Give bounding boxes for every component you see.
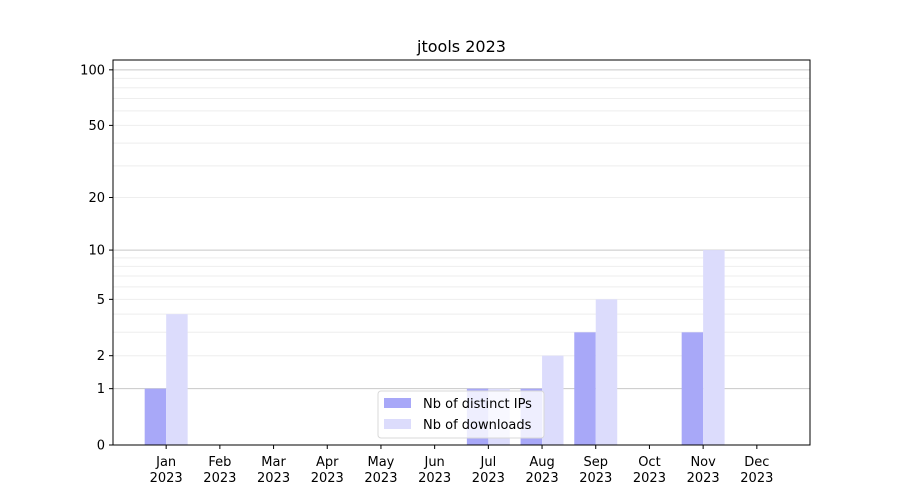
- y-tick-label: 20: [88, 191, 105, 206]
- y-tick-label: 1: [97, 382, 105, 397]
- legend-label: Nb of distinct IPs: [423, 397, 532, 412]
- x-tick-label: Nov: [690, 455, 716, 470]
- legend-swatch: [384, 398, 411, 408]
- bar-downloads: [542, 355, 564, 445]
- x-tick-label: Oct: [638, 455, 660, 470]
- x-tick-label: 2023: [257, 471, 290, 486]
- legend-box: [377, 390, 545, 439]
- x-tick-label: Jun: [423, 455, 444, 470]
- x-tick-label: 2023: [472, 471, 505, 486]
- y-tick-label: 0: [97, 439, 105, 454]
- bar-downloads: [703, 250, 725, 445]
- bar-distinct-ips: [681, 332, 704, 445]
- legend-swatch: [384, 419, 411, 429]
- plot-frame: [112, 59, 811, 446]
- bar-downloads: [595, 299, 618, 445]
- x-tick-label: Feb: [208, 455, 231, 470]
- x-tick-label: 2023: [579, 471, 612, 486]
- bar-downloads: [166, 314, 188, 445]
- x-tick-label: 2023: [150, 471, 183, 486]
- x-tick-label: Jul: [480, 455, 497, 470]
- x-tick-label: Sep: [583, 455, 608, 470]
- y-tick-label: 5: [97, 293, 105, 308]
- bar-distinct-ips: [574, 332, 596, 445]
- chart-title: jtools 2023: [416, 37, 506, 56]
- y-tick-label: 50: [88, 119, 105, 134]
- bar-distinct-ips: [144, 388, 167, 445]
- y-tick-label: 2: [97, 349, 105, 364]
- x-tick-label: Apr: [316, 455, 339, 470]
- x-tick-label: 2023: [740, 471, 773, 486]
- x-tick-label: Jan: [155, 455, 176, 470]
- y-tick-label: 100: [80, 63, 105, 78]
- x-tick-label: 2023: [364, 471, 397, 486]
- legend: Nb of distinct IPs Nb of downloads: [377, 390, 545, 439]
- y-tick-label: 10: [88, 244, 105, 259]
- x-tick-label: 2023: [311, 471, 344, 486]
- legend-label: Nb of downloads: [423, 418, 532, 433]
- x-tick-label: Aug: [529, 455, 554, 470]
- x-tick-label: Dec: [744, 455, 769, 470]
- x-tick-label: 2023: [203, 471, 236, 486]
- x-tick-label: 2023: [687, 471, 720, 486]
- x-tick-label: 2023: [418, 471, 451, 486]
- x-tick-label: Mar: [261, 455, 286, 470]
- x-tick-label: 2023: [526, 471, 559, 486]
- x-tick-label: May: [368, 455, 395, 470]
- x-tick-label: 2023: [633, 471, 666, 486]
